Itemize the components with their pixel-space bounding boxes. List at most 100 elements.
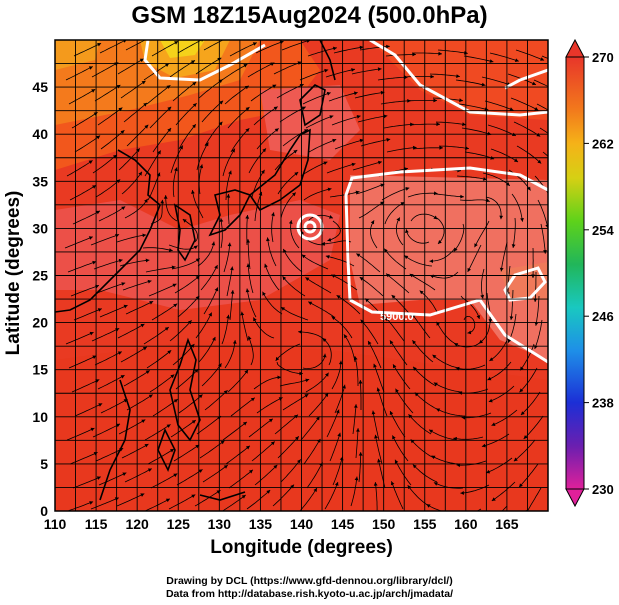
streamline xyxy=(510,289,514,320)
streamline-arrow xyxy=(359,138,364,143)
streamline xyxy=(116,234,147,243)
streamline xyxy=(116,493,145,507)
streamline-arrow xyxy=(499,267,504,272)
streamline-arrow xyxy=(143,102,148,107)
streamline xyxy=(359,45,390,51)
streamline xyxy=(489,52,519,62)
streamline-arrow xyxy=(412,340,417,345)
streamline xyxy=(369,220,378,249)
streamline-arrow xyxy=(467,330,472,335)
streamline xyxy=(274,149,298,171)
streamline xyxy=(225,170,232,201)
streamline xyxy=(482,172,511,187)
streamline-arrow xyxy=(198,469,203,473)
streamline-arrow xyxy=(405,229,409,233)
streamline-arrow xyxy=(482,177,487,181)
streamline xyxy=(253,317,275,339)
streamline-arrow xyxy=(557,90,561,93)
streamline xyxy=(146,349,172,369)
streamline-arrow xyxy=(326,91,331,96)
streamline-arrow xyxy=(261,169,265,174)
streamline xyxy=(392,364,411,390)
streamline xyxy=(395,217,404,246)
streamline xyxy=(172,167,178,198)
streamline-arrow xyxy=(394,459,399,464)
streamline xyxy=(69,452,98,465)
streamline xyxy=(331,115,361,126)
streamline-arrow xyxy=(354,476,359,481)
streamline-arrow xyxy=(204,142,209,147)
streamline-arrow xyxy=(120,130,125,134)
streamline-arrow xyxy=(509,316,514,320)
streamline-arrow xyxy=(244,369,248,374)
streamline-arrow xyxy=(245,445,250,450)
streamline xyxy=(165,195,178,222)
streamline-arrow xyxy=(281,307,286,311)
streamline xyxy=(121,171,143,195)
streamline-arrow xyxy=(374,434,378,439)
streamline-arrow xyxy=(112,154,117,159)
streamline-arrow xyxy=(92,185,97,189)
streamline-arrow xyxy=(305,378,310,383)
streamline xyxy=(282,393,309,411)
streamline-arrow xyxy=(172,283,177,288)
streamline-arrow xyxy=(288,220,293,224)
streamline xyxy=(305,277,332,294)
streamline-arrow xyxy=(460,194,464,199)
streamline-arrow xyxy=(166,424,171,428)
streamline-arrow xyxy=(147,468,152,472)
streamline-arrow xyxy=(141,80,146,85)
streamline xyxy=(326,409,340,438)
streamline xyxy=(302,353,326,370)
streamline xyxy=(171,258,201,270)
streamline xyxy=(96,282,126,294)
streamline-arrow xyxy=(304,394,309,398)
streamline-arrow xyxy=(156,172,161,177)
streamline xyxy=(520,512,533,539)
streamline xyxy=(272,484,295,507)
streamline xyxy=(300,416,320,441)
streamline-arrow xyxy=(342,384,346,389)
streamline-arrow xyxy=(514,58,519,62)
streamline-arrow xyxy=(149,36,153,39)
streamline xyxy=(264,263,280,291)
streamline-arrow xyxy=(138,171,142,176)
streamline xyxy=(487,361,512,381)
streamline-arrow xyxy=(560,142,564,146)
streamline xyxy=(221,314,229,345)
streamline-arrow xyxy=(297,459,301,464)
streamline-arrow xyxy=(405,187,410,191)
streamline-arrow xyxy=(559,116,563,120)
streamline xyxy=(436,217,445,245)
streamline xyxy=(412,147,444,150)
streamline-arrow xyxy=(351,162,356,167)
streamline-arrow xyxy=(252,42,257,46)
streamline-arrow xyxy=(520,218,524,222)
streamline-arrow xyxy=(120,375,125,379)
streamline xyxy=(343,334,356,363)
streamline xyxy=(66,427,95,441)
y-tick-label: 10 xyxy=(32,409,48,425)
streamline-arrow xyxy=(293,150,298,154)
streamline-arrow xyxy=(359,45,364,50)
streamline xyxy=(248,148,267,174)
streamline xyxy=(202,464,229,483)
streamline-arrow xyxy=(268,418,273,423)
streamline-arrow xyxy=(273,464,278,469)
streamline-arrow xyxy=(167,350,172,354)
streamline xyxy=(377,76,408,81)
streamline-arrow xyxy=(220,440,225,445)
streamline xyxy=(247,263,254,294)
streamline xyxy=(534,319,543,350)
streamline xyxy=(282,248,303,273)
streamline-arrow xyxy=(139,58,144,63)
streamline-arrow xyxy=(430,74,434,79)
y-tick-label: 15 xyxy=(32,362,48,378)
streamline xyxy=(69,184,97,201)
streamline-arrow xyxy=(262,148,266,153)
streamline xyxy=(541,55,548,59)
streamline xyxy=(436,408,466,417)
streamline xyxy=(126,394,153,411)
streamline xyxy=(540,223,546,254)
streamline xyxy=(303,438,321,465)
